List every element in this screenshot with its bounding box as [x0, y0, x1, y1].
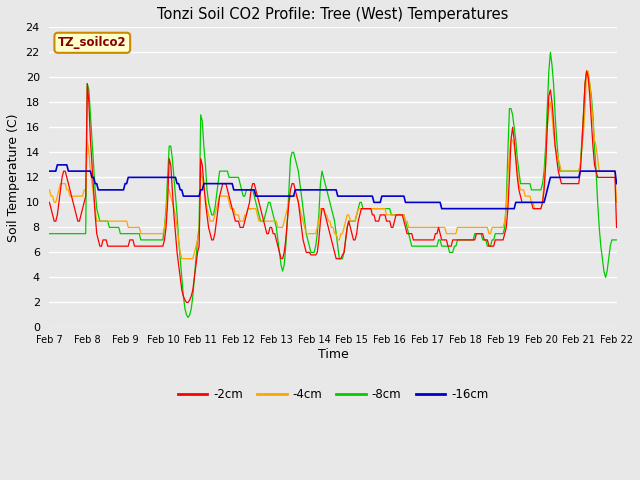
X-axis label: Time: Time — [317, 348, 348, 361]
Title: Tonzi Soil CO2 Profile: Tree (West) Temperatures: Tonzi Soil CO2 Profile: Tree (West) Temp… — [157, 7, 509, 22]
Legend: -2cm, -4cm, -8cm, -16cm: -2cm, -4cm, -8cm, -16cm — [173, 383, 493, 406]
Text: TZ_soilco2: TZ_soilco2 — [58, 36, 127, 49]
Y-axis label: Soil Temperature (C): Soil Temperature (C) — [7, 113, 20, 241]
